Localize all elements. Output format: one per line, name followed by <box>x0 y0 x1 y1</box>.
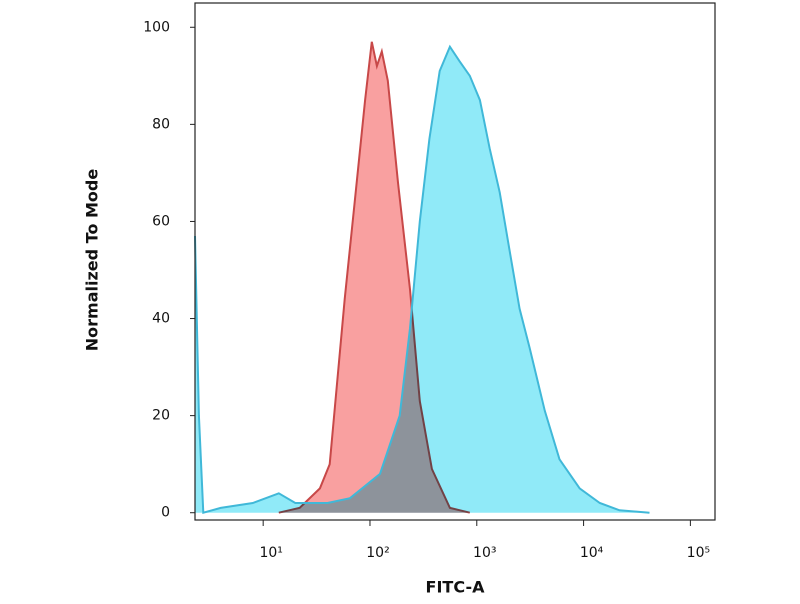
y-tick-label: 100 <box>143 19 170 35</box>
x-tick-label: 10³ <box>473 545 496 561</box>
y-tick-label: 0 <box>161 505 170 521</box>
x-tick-label: 10¹ <box>259 545 282 561</box>
area-outline <box>194 44 650 514</box>
x-tick-label: 10⁵ <box>687 545 710 561</box>
x-axis-label: FITC-A <box>426 578 486 597</box>
y-axis-label: Normalized To Mode <box>83 169 102 352</box>
y-tick-label: 40 <box>152 311 170 327</box>
y-tick-label: 20 <box>152 408 170 424</box>
x-tick-label: 10⁴ <box>580 545 604 561</box>
x-tick-label: 10² <box>366 545 389 561</box>
y-tick-label: 60 <box>152 213 170 229</box>
area <box>195 46 650 513</box>
plot-frame <box>194 2 716 521</box>
y-tick-label: 80 <box>152 116 170 132</box>
area <box>278 41 470 513</box>
